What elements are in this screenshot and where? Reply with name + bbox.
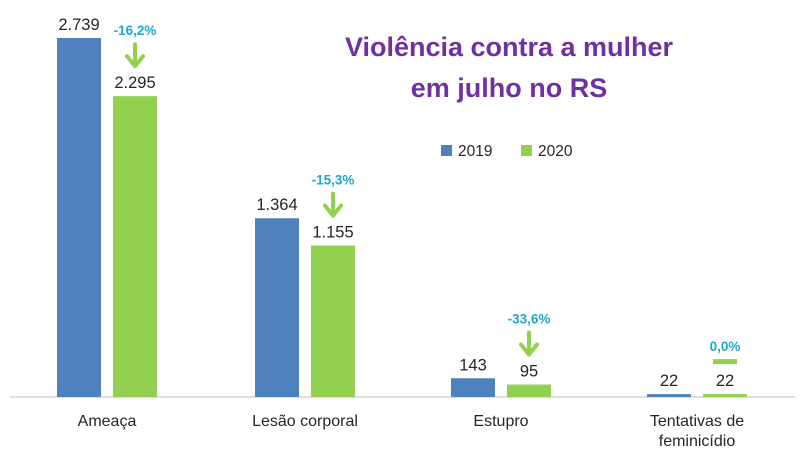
chart-title-line-1: Violência contra a mulher xyxy=(345,32,674,62)
chart-title-line-2: em julho no RS xyxy=(411,73,608,103)
category-label-tentativas-de-feminicidio-line-1: Tentativas de xyxy=(650,413,744,430)
change-label-ameaca: -16,2% xyxy=(114,23,157,38)
change-label-estupro: -33,6% xyxy=(508,312,551,327)
bar-2019-ameaca xyxy=(57,38,101,397)
bar-2020-tentativas-de-feminicidio xyxy=(703,394,747,397)
data-label-2020-lesao-corporal: 1.155 xyxy=(312,224,353,242)
bar-2020-lesao-corporal xyxy=(311,245,355,397)
category-label-estupro: Estupro xyxy=(473,413,528,430)
category-label-ameaca: Ameaça xyxy=(78,413,137,430)
data-label-2020-tentativas-de-feminicidio: 22 xyxy=(716,372,734,390)
data-label-2019-estupro: 143 xyxy=(459,356,487,374)
data-label-2019-lesao-corporal: 1.364 xyxy=(256,196,297,214)
bar-2019-lesao-corporal xyxy=(255,218,299,397)
bar-2020-estupro xyxy=(507,384,551,397)
bar-2019-estupro xyxy=(451,378,495,397)
legend: 2019 2020 xyxy=(441,143,573,160)
legend-label-2020: 2020 xyxy=(538,143,573,160)
category-label-lesao-corporal: Lesão corporal xyxy=(252,413,358,430)
data-label-2020-estupro: 95 xyxy=(520,363,538,381)
change-label-lesao-corporal: -15,3% xyxy=(312,173,355,188)
category-label-tentativas-de-feminicidio-line-2: feminicídio xyxy=(659,433,736,450)
data-label-2019-ameaca: 2.739 xyxy=(58,16,99,34)
legend-swatch-2019 xyxy=(441,145,452,156)
data-label-2019-tentativas-de-feminicidio: 22 xyxy=(660,372,678,390)
legend-swatch-2020 xyxy=(521,145,532,156)
change-label-tentativas-de-feminicidio: 0,0% xyxy=(710,339,741,354)
legend-label-2019: 2019 xyxy=(458,143,492,160)
arrow-down-icon xyxy=(519,330,539,357)
flat-change-icon xyxy=(713,359,737,365)
bar-2019-tentativas-de-feminicidio xyxy=(647,394,691,397)
bar-2020-ameaca xyxy=(113,96,157,398)
arrow-down-icon xyxy=(125,42,145,69)
plot-area: 2.739 2.295 Ameaça -16,2% 1.364 1.155 Lesão co… xyxy=(10,16,795,450)
arrow-down-icon xyxy=(323,191,343,218)
data-label-2020-ameaca: 2.295 xyxy=(114,74,155,92)
